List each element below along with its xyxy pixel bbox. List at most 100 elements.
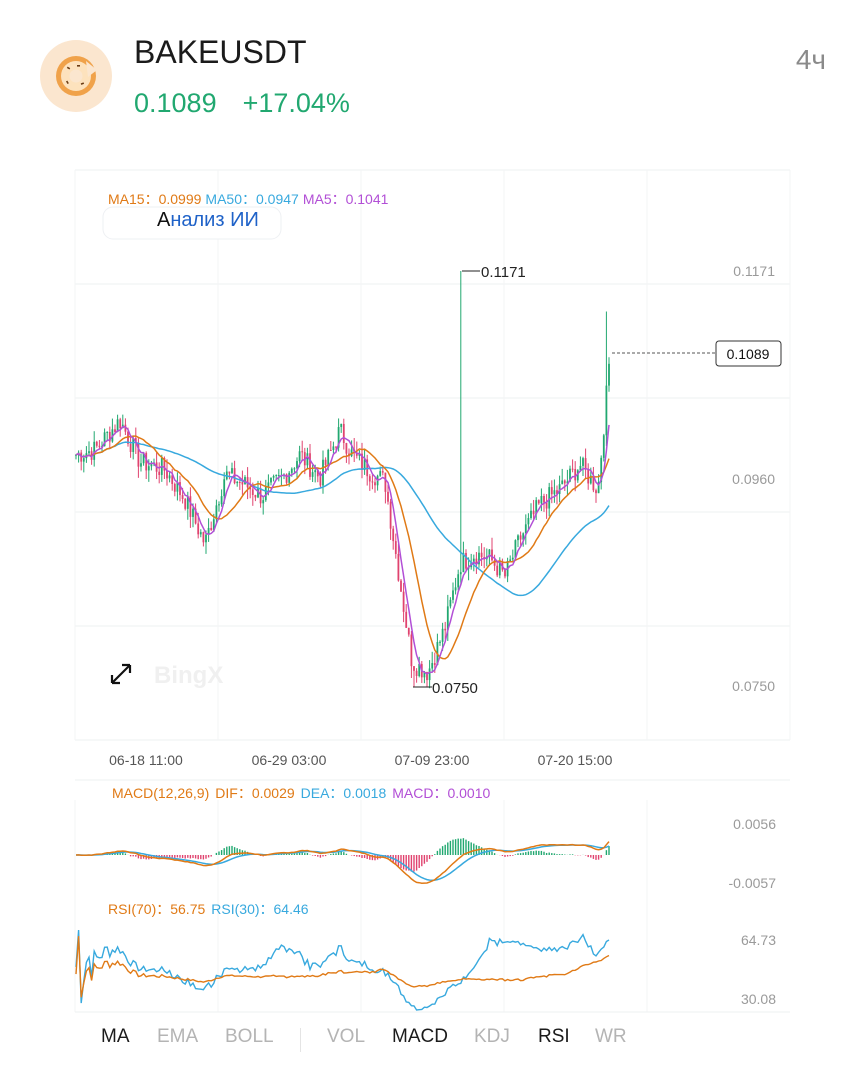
candle-body (337, 427, 340, 448)
candle-body (259, 488, 262, 504)
tab-vol[interactable]: VOL (327, 1026, 366, 1047)
candle-body (363, 459, 366, 470)
candle-body (329, 449, 332, 451)
candle-body (277, 475, 280, 477)
candle-body (592, 475, 595, 491)
tab-rsi[interactable]: RSI (538, 1026, 570, 1047)
candle-body (319, 476, 322, 486)
ai-analysis-button[interactable]: Анализ ИИ (102, 206, 282, 240)
ma15-legend: MA15：0.0999 (108, 191, 202, 207)
tab-ema[interactable]: EMA (157, 1026, 199, 1047)
candle-body (423, 672, 426, 678)
candle-body (561, 480, 564, 485)
candle-body (410, 634, 413, 667)
candle-body (394, 541, 397, 554)
price-row: 0.1089 +17.04% (134, 88, 376, 119)
candle-body (145, 452, 148, 471)
candle-body (381, 471, 384, 473)
candle-body (93, 441, 96, 460)
macd-tick-high: 0.0056 (733, 816, 776, 832)
candle-body (566, 481, 569, 484)
candle-body (103, 432, 106, 447)
candle-body (407, 627, 410, 635)
candle-body (465, 552, 467, 569)
candle-body (413, 666, 415, 671)
rsi-panel (75, 929, 610, 1011)
rsi-tick-high: 64.73 (741, 932, 776, 948)
candle-body (290, 468, 293, 473)
candle-body (189, 496, 192, 517)
candle-body (275, 475, 278, 477)
candle-body (168, 475, 171, 479)
candle-body (272, 476, 275, 478)
candle-body (332, 446, 335, 451)
candle-body (254, 495, 257, 498)
tab-macd[interactable]: MACD (392, 1026, 448, 1047)
candle-body (119, 419, 122, 429)
candle-body (535, 500, 538, 515)
tab-kdj[interactable]: KDJ (474, 1026, 510, 1047)
y-tick-low: 0.0750 (732, 678, 775, 694)
candle-body (236, 481, 239, 484)
candle-body (571, 468, 574, 470)
candle-body (293, 468, 296, 470)
candle-body (129, 443, 132, 452)
candle-body (602, 435, 605, 458)
candle-body (202, 532, 205, 543)
candle-body (374, 482, 376, 486)
candle-body (108, 431, 111, 442)
rsi-tick-low: 30.08 (741, 991, 776, 1007)
tab-wr[interactable]: WR (595, 1026, 627, 1047)
candle-body (194, 508, 197, 524)
ma-legend: MA15：0.0999 MA50：0.0947 MA5：0.1041 (108, 191, 389, 207)
candle-body (522, 533, 525, 540)
candle-body (478, 552, 480, 565)
macd-legend: MACD(12,26,9) DIF：0.0029 DEA：0.0018 MACD：0.… (112, 785, 491, 801)
candle-body (98, 445, 101, 447)
candle-body (228, 471, 231, 474)
candle-body (140, 463, 142, 467)
candle-body (285, 474, 288, 483)
candle-body (132, 438, 135, 452)
candle-body (212, 519, 215, 531)
moving-averages (75, 424, 610, 675)
tab-ma[interactable]: MA (101, 1026, 130, 1047)
expand-icon[interactable] (110, 663, 132, 685)
candle-body (608, 363, 610, 386)
candle-body (249, 487, 252, 490)
low-marker: 0.0750 (413, 680, 478, 697)
candle-body (127, 431, 129, 444)
candle-body (426, 672, 428, 681)
timeframe-selector[interactable]: 4ч (795, 44, 826, 75)
candle-body (574, 468, 577, 481)
candle-body (475, 558, 478, 565)
time-axis: 06-18 11:00 06-29 03:00 07-09 23:00 07-2… (109, 752, 612, 768)
candle-body (418, 664, 421, 676)
last-price: 0.1089 (134, 88, 217, 118)
candle-body (550, 487, 553, 495)
candle-body (454, 587, 457, 591)
candle-body (540, 495, 543, 504)
candle-body (569, 468, 571, 482)
candle-body (267, 482, 270, 487)
candle-body (493, 560, 496, 566)
x-tick-2: 06-29 03:00 (252, 752, 327, 768)
candle-body (309, 453, 311, 477)
candle-body (88, 451, 90, 454)
ma5-legend: MA5：0.1041 (303, 191, 389, 207)
candle-body (605, 385, 608, 436)
candle-body (433, 663, 436, 666)
candle-body (244, 477, 246, 485)
x-tick-4: 07-20 15:00 (538, 752, 613, 768)
candle-body (405, 611, 408, 628)
rsi30-line (75, 929, 610, 1011)
candle-body (582, 458, 584, 466)
candle-body (124, 424, 127, 432)
tab-boll[interactable]: BOLL (225, 1026, 274, 1047)
symbol-title: BAKEUSDT (134, 34, 307, 70)
candle-body (251, 489, 254, 496)
candle-body (415, 670, 418, 676)
candle-body (600, 457, 603, 483)
candle-body (400, 580, 402, 592)
